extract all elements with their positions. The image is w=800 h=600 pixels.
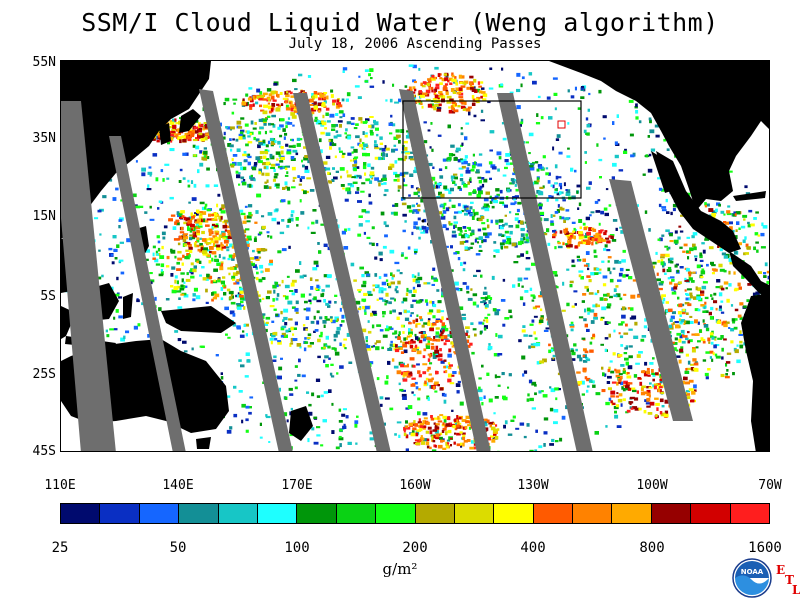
colorbar-segment [494, 504, 534, 523]
land-north-america [549, 61, 769, 211]
noaa-logo-icon: NOAA [732, 558, 772, 598]
etl-letter: T [785, 573, 794, 587]
etl-letter: L [792, 583, 800, 597]
colorbar-label: 100 [284, 540, 310, 556]
swath-gap [609, 179, 693, 421]
colorbar-segment [612, 504, 652, 523]
lat-label: 45S [32, 444, 56, 459]
colorbar-label: 25 [51, 540, 69, 556]
lat-label: 25S [32, 367, 56, 382]
colorbar-segment [376, 504, 416, 523]
swath-gap [109, 136, 186, 451]
lon-label: 140E [162, 478, 194, 493]
land-tasmania [196, 437, 211, 449]
colorbar-segment [415, 504, 455, 523]
swath-gap [399, 89, 491, 451]
lon-label: 130W [517, 478, 549, 493]
etl-letter: E [776, 563, 786, 577]
colorbar-segment [100, 504, 140, 523]
colorbar-segment [454, 504, 495, 523]
color-scale-bar [60, 503, 770, 524]
colorbar-segment [297, 504, 337, 523]
svg-text:NOAA: NOAA [741, 568, 764, 576]
lon-label: 170E [281, 478, 313, 493]
colorbar-segment [257, 504, 298, 523]
land-central-america [729, 251, 769, 300]
land-baja [651, 151, 671, 193]
lat-label: 55N [32, 55, 56, 70]
land-japan [179, 109, 201, 133]
inset-region-box [402, 100, 582, 199]
lon-label: 160W [399, 478, 431, 493]
land-cuba [733, 191, 766, 201]
colorbar-segment [218, 504, 258, 523]
lon-label: 70W [758, 478, 782, 493]
swath-gap [293, 93, 391, 451]
swath-gap [61, 101, 116, 451]
colorbar-segment [61, 504, 101, 523]
colorbar-segment [573, 504, 613, 523]
land-korea [159, 123, 171, 145]
lat-label: 35N [32, 131, 56, 146]
land-mexico [656, 151, 741, 253]
colorbar-segment [651, 504, 692, 523]
colorbar-label: 50 [169, 540, 187, 556]
colorbar-segment [179, 504, 219, 523]
colorbar-segment [139, 504, 180, 523]
colorbar-label: 800 [639, 540, 665, 556]
land-south-america [741, 293, 769, 451]
colorbar-label: 400 [520, 540, 546, 556]
colorbar-label: 1600 [748, 540, 782, 556]
units-label: g/m² [382, 560, 418, 578]
colorbar-segment [336, 504, 377, 523]
map-panel [60, 60, 770, 452]
marker-box [557, 120, 566, 129]
land-asia [61, 61, 211, 239]
colorbar-segment [691, 504, 731, 523]
colorbar-label: 200 [402, 540, 428, 556]
swath-gap [199, 89, 293, 451]
land-sulawesi [123, 293, 133, 319]
map-subtitle: July 18, 2006 Ascending Passes [288, 36, 542, 52]
colorbar-segment [533, 504, 574, 523]
lat-label: 5S [40, 289, 56, 304]
land-newzealand [289, 406, 313, 441]
swath-gap [497, 93, 593, 451]
colorbar-segment [730, 504, 770, 523]
lon-label: 100W [636, 478, 668, 493]
cloud-water-map [61, 61, 769, 451]
map-title: SSM/I Cloud Liquid Water (Weng algorithm… [81, 8, 719, 37]
lon-label: 110E [44, 478, 76, 493]
lat-label: 15N [32, 209, 56, 224]
swath-gaps [61, 89, 693, 451]
land-newguinea [161, 306, 236, 333]
